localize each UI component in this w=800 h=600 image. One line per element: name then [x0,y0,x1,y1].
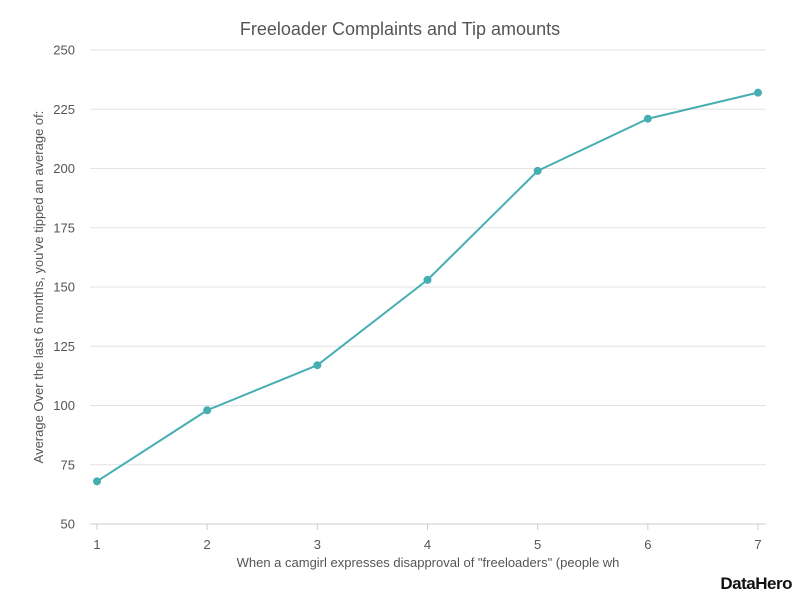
y-tick-label: 250 [53,43,75,58]
data-series [93,88,762,486]
y-axis-label: Average Over the last 6 months, you've t… [31,111,46,464]
y-tick-label: 100 [53,398,75,413]
y-tick-label: 150 [53,280,75,295]
data-point [423,275,432,284]
chart-title: Freeloader Complaints and Tip amounts [240,19,560,39]
y-tick-label: 175 [53,220,75,235]
datahero-logo: DataHero [720,574,792,593]
y-tick-label: 225 [53,102,75,117]
data-point [643,114,652,123]
data-point [754,88,762,97]
x-tick-label: 3 [314,537,321,552]
y-tick-label: 50 [61,517,75,532]
y-tick-label: 75 [61,457,75,472]
x-tick-label: 4 [424,537,431,552]
data-point [93,477,101,486]
data-point [533,166,542,175]
y-tick-labels: 50 75 100 125 150 175 200 225 250 [53,43,75,532]
x-axis-label: When a camgirl expresses disapproval of … [237,555,620,570]
data-point [313,361,322,370]
x-tick-label: 1 [93,537,100,552]
x-tick-label: 2 [204,537,211,552]
y-tick-label: 125 [53,339,75,354]
x-tick-label: 7 [754,537,761,552]
y-tick-label: 200 [53,161,75,176]
gridlines [90,49,766,466]
data-point [203,406,212,415]
x-tick-label: 5 [534,537,541,552]
x-tick-labels: 1 2 3 4 5 6 7 [93,537,761,552]
x-tick-label: 6 [644,537,651,552]
axes [90,523,766,530]
